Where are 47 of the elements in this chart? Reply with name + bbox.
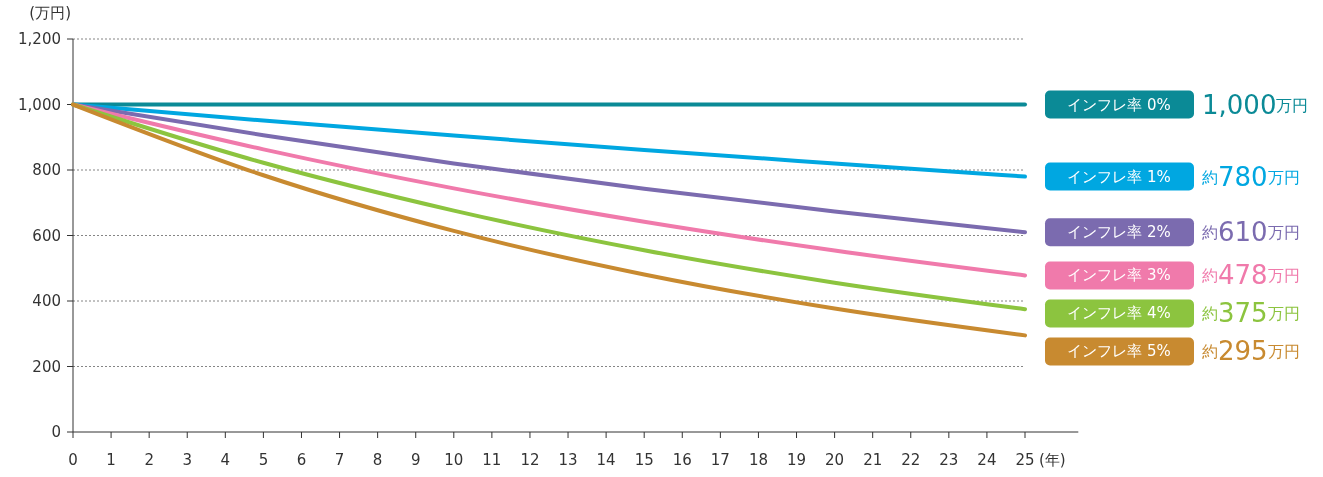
x-tick-label: 13 (558, 451, 578, 469)
text: インフレ率 5% (1067, 342, 1171, 361)
text: 約780万円 (1202, 161, 1300, 192)
text: インフレ率 3% (1067, 266, 1171, 285)
x-tick-label: 16 (672, 451, 692, 469)
y-tick-label: 400 (32, 292, 61, 310)
text: インフレ率 1% (1067, 167, 1171, 186)
text: 約478万円 (1202, 260, 1300, 291)
text: 約610万円 (1202, 217, 1300, 248)
text: インフレ率 4% (1067, 304, 1171, 323)
x-tick-label: 20 (825, 451, 845, 469)
x-axis-title: (年) (1039, 451, 1066, 469)
x-tick-label: 21 (863, 451, 883, 469)
x-tick-label: 0 (68, 451, 78, 469)
x-tick-label: 18 (748, 451, 768, 469)
x-tick-label: 9 (410, 451, 421, 469)
x-tick-label: 11 (482, 451, 502, 469)
x-tick-label: 2 (144, 451, 154, 469)
text: インフレ率 2% (1067, 223, 1171, 242)
x-tick-label: 22 (901, 451, 921, 469)
text: 約375万円 (1202, 298, 1300, 329)
y-tick-label: 1,000 (18, 95, 61, 114)
x-tick-label: 6 (296, 451, 307, 469)
x-tick-label: 25 (1015, 451, 1035, 469)
x-tick-label: 8 (372, 451, 383, 469)
x-tick-label: 1 (106, 451, 116, 469)
x-tick-label: 4 (220, 451, 231, 469)
x-tick-label: 7 (334, 451, 345, 469)
x-tick-label: 15 (634, 451, 654, 469)
x-tick-label: 19 (786, 451, 807, 469)
x-tick-label: 12 (520, 451, 540, 469)
y-tick-label: 200 (32, 357, 61, 376)
y-axis-title: (万円) (29, 4, 71, 22)
x-tick-label: 24 (977, 451, 997, 469)
x-tick-label: 17 (710, 451, 730, 469)
y-tick-label: 800 (32, 161, 61, 179)
text: インフレ率 0% (1067, 95, 1171, 114)
x-tick-label: 23 (939, 451, 959, 469)
y-tick-label: 600 (32, 226, 61, 245)
x-tick-label: 10 (444, 451, 464, 469)
x-tick-label: 5 (258, 451, 269, 469)
text: 約295万円 (1202, 336, 1300, 367)
y-tick-label: 1,200 (18, 30, 61, 48)
x-tick-label: 3 (182, 451, 193, 469)
y-tick-label: 0 (51, 423, 61, 441)
x-tick-label: 14 (596, 451, 616, 469)
text: 1,000万円 (1202, 89, 1309, 120)
